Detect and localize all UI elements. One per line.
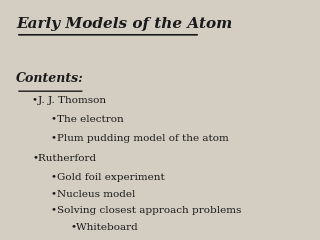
Text: •Rutherford: •Rutherford	[32, 154, 96, 163]
Text: •Nucleus model: •Nucleus model	[51, 190, 136, 199]
Text: •Whiteboard: •Whiteboard	[70, 223, 138, 232]
Text: •Plum pudding model of the atom: •Plum pudding model of the atom	[51, 134, 229, 144]
Text: •The electron: •The electron	[51, 115, 124, 124]
Text: •Gold foil experiment: •Gold foil experiment	[51, 173, 165, 182]
Text: Early Models of the Atom: Early Models of the Atom	[16, 17, 232, 31]
Text: •Solving closest approach problems: •Solving closest approach problems	[51, 206, 242, 216]
Text: •J. J. Thomson: •J. J. Thomson	[32, 96, 106, 105]
Text: Contents:: Contents:	[16, 72, 84, 85]
